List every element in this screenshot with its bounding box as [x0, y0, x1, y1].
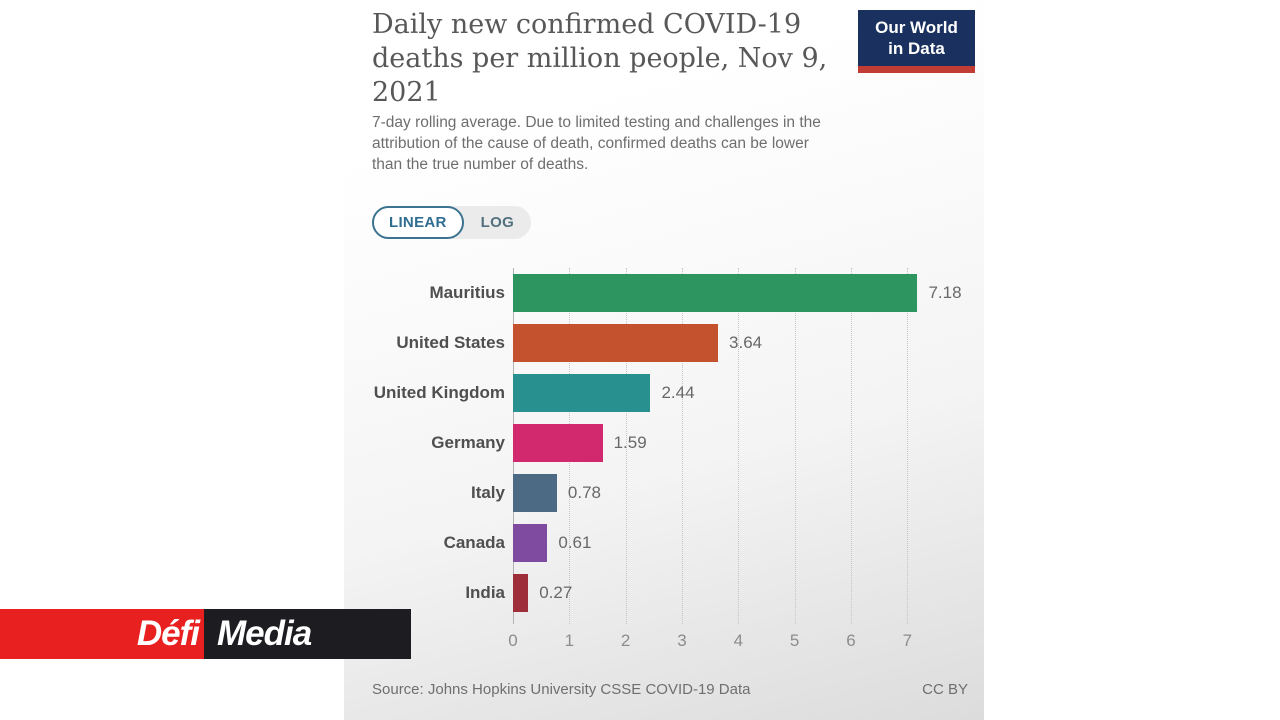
chart-row: 1.59	[513, 418, 958, 468]
gridline	[625, 268, 627, 624]
country-label: Mauritius	[429, 283, 505, 302]
chart-subtitle-line: than the true number of deaths.	[372, 156, 589, 173]
bar-chart-plot: 7.18 3.64 2.44 1.59 0.78 0.61 0.27	[513, 268, 962, 624]
defi-logo-media-text: Media	[217, 614, 312, 653]
owid-logo-text-line: in Data	[888, 39, 945, 58]
x-tick-label: 0	[508, 631, 518, 650]
country-label: India	[465, 583, 505, 602]
x-tick-label: 3	[677, 631, 687, 650]
source-note: Source: Johns Hopkins University CSSE CO…	[372, 681, 751, 698]
bar-value-label: 0.61	[558, 533, 592, 552]
bar-value-label: 7.18	[928, 283, 962, 302]
owid-logo-text-line: Our World	[875, 18, 958, 37]
log-button[interactable]: LOG	[480, 214, 515, 231]
bar-value-label: 1.59	[613, 433, 647, 452]
gridline	[907, 268, 909, 624]
bar-value-label: 3.64	[729, 333, 763, 352]
bar[interactable]	[513, 574, 529, 612]
x-tick-label: 2	[620, 631, 631, 650]
x-tick-label: 6	[846, 631, 856, 650]
bar-value-label: 0.78	[567, 483, 602, 502]
bar[interactable]	[513, 324, 719, 362]
category-labels: Mauritius United States United Kingdom Germ…	[344, 268, 505, 618]
owid-logo[interactable]: Our World in Data	[858, 10, 975, 73]
bar[interactable]	[513, 274, 918, 312]
bar-value-label: 0.27	[539, 583, 573, 602]
bar[interactable]	[513, 424, 603, 462]
chart-row: 2.44	[513, 368, 958, 418]
chart-row: 0.78	[513, 468, 958, 518]
country-label: United States	[396, 333, 505, 352]
x-tick-label: 1	[564, 631, 575, 650]
chart-title-line: 2021	[372, 77, 441, 108]
defi-logo-defi-text: Défi	[136, 614, 200, 653]
bar[interactable]	[513, 374, 651, 412]
bar[interactable]	[513, 474, 557, 512]
bar[interactable]	[513, 524, 548, 562]
chart-title: Daily new confirmed COVID-19 deaths per …	[372, 8, 872, 110]
country-label: Germany	[431, 433, 505, 452]
gridline	[850, 268, 852, 624]
chart-subtitle-line: attribution of the cause of death, confi…	[372, 135, 809, 152]
chart-subtitle-line: 7-day rolling average. Due to limited te…	[372, 114, 821, 131]
country-label: United Kingdom	[373, 383, 505, 402]
country-label: Canada	[443, 533, 505, 552]
defi-media-logo: Défi Media	[0, 609, 411, 659]
chart-row: 0.27	[513, 568, 958, 618]
owid-chart-card: Daily new confirmed COVID-19 deaths per …	[344, 0, 984, 720]
chart-row: 3.64	[513, 318, 958, 368]
scale-toggle: LINEAR LOG	[372, 206, 532, 239]
defi-logo-red-box: Défi	[0, 609, 204, 659]
chart-title-line: deaths per million people, Nov 9,	[372, 43, 828, 74]
gridline	[738, 268, 740, 624]
chart-subtitle: 7-day rolling average. Due to limited te…	[372, 112, 932, 175]
chart-title-line: Daily new confirmed COVID-19	[372, 9, 802, 40]
defi-logo-black-box: Media	[204, 609, 411, 659]
gridline	[794, 268, 796, 624]
x-tick-label: 7	[902, 631, 913, 650]
chart-row: 7.18	[513, 268, 962, 318]
license-badge[interactable]: CC BY	[922, 681, 968, 698]
bar-value-label: 2.44	[661, 383, 695, 402]
linear-button[interactable]: LINEAR	[372, 206, 464, 239]
chart-row: 0.61	[513, 518, 958, 568]
x-axis-ticks: 0 1 2 3 4 5 6 7	[508, 631, 958, 653]
chart-footer: Source: Johns Hopkins University CSSE CO…	[372, 681, 968, 698]
x-tick-label: 4	[733, 631, 744, 650]
x-tick-label: 5	[789, 631, 800, 650]
country-label: Italy	[470, 483, 505, 502]
gridline	[681, 268, 683, 624]
